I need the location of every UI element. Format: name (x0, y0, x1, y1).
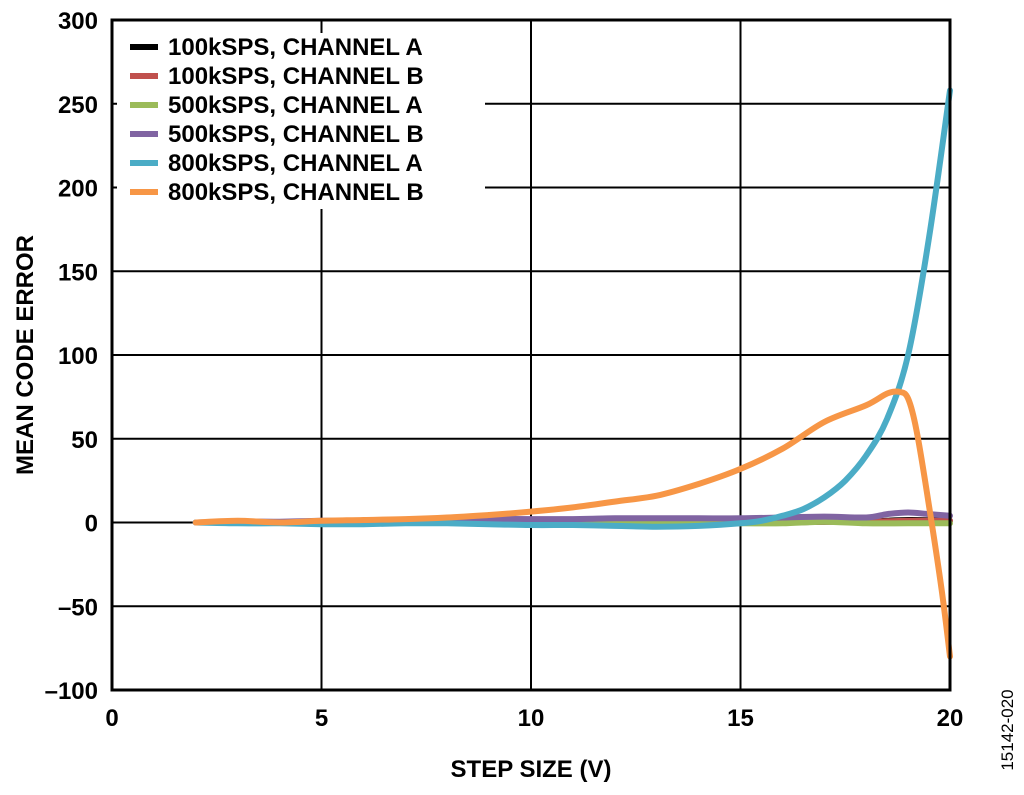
legend-label-5: 800kSPS, CHANNEL A (168, 150, 423, 177)
x-tick-label-2: 10 (518, 705, 545, 732)
legend-label-4: 500kSPS, CHANNEL B (168, 121, 424, 148)
figure-id: 15142-020 (998, 689, 1017, 770)
x-tick-label-4: 20 (937, 705, 964, 732)
legend-label-6: 800kSPS, CHANNEL B (168, 179, 424, 206)
x-axis-title: STEP SIZE (V) (451, 756, 612, 783)
y-tick-label-7: 250 (58, 92, 98, 119)
series-lines (192, 87, 953, 660)
legend-label-1: 100kSPS, CHANNEL A (168, 34, 423, 61)
x-tick-label-3: 15 (727, 705, 754, 732)
y-tick-label-2: 0 (85, 511, 98, 538)
legend-background (117, 33, 485, 209)
y-tick-label-8: 300 (58, 8, 98, 35)
plot-frame (110, 18, 952, 692)
y-tick-label-1: –50 (58, 594, 98, 621)
y-tick-label-3: 50 (71, 427, 98, 454)
y-tick-label-0: –100 (45, 678, 98, 705)
legend-label-2: 100kSPS, CHANNEL B (168, 63, 424, 90)
y-axis-title: MEAN CODE ERROR (12, 235, 39, 475)
series-line-5 (192, 87, 953, 530)
y-tick-label-5: 150 (58, 259, 98, 286)
tick-labels: 0 5 10 15 20 –100 –50 0 50 100 150 200 250 300 (45, 8, 964, 732)
y-tick-label-4: 100 (58, 343, 98, 370)
x-tick-label-1: 5 (315, 705, 328, 732)
series-line-6 (192, 388, 953, 660)
x-tick-label-0: 0 (105, 705, 118, 732)
y-tick-label-6: 200 (58, 176, 98, 203)
legend-label-3: 500kSPS, CHANNEL A (168, 92, 423, 119)
